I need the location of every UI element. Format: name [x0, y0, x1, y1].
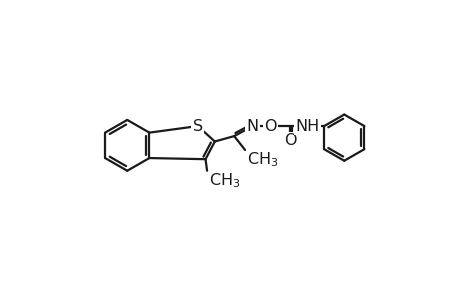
Text: N: N: [246, 118, 258, 134]
Text: NH: NH: [295, 118, 319, 134]
Text: CH$_3$: CH$_3$: [208, 172, 240, 190]
Text: CH$_3$: CH$_3$: [246, 151, 278, 169]
Text: O: O: [264, 118, 276, 134]
Text: O: O: [283, 133, 296, 148]
Text: S: S: [192, 118, 202, 134]
